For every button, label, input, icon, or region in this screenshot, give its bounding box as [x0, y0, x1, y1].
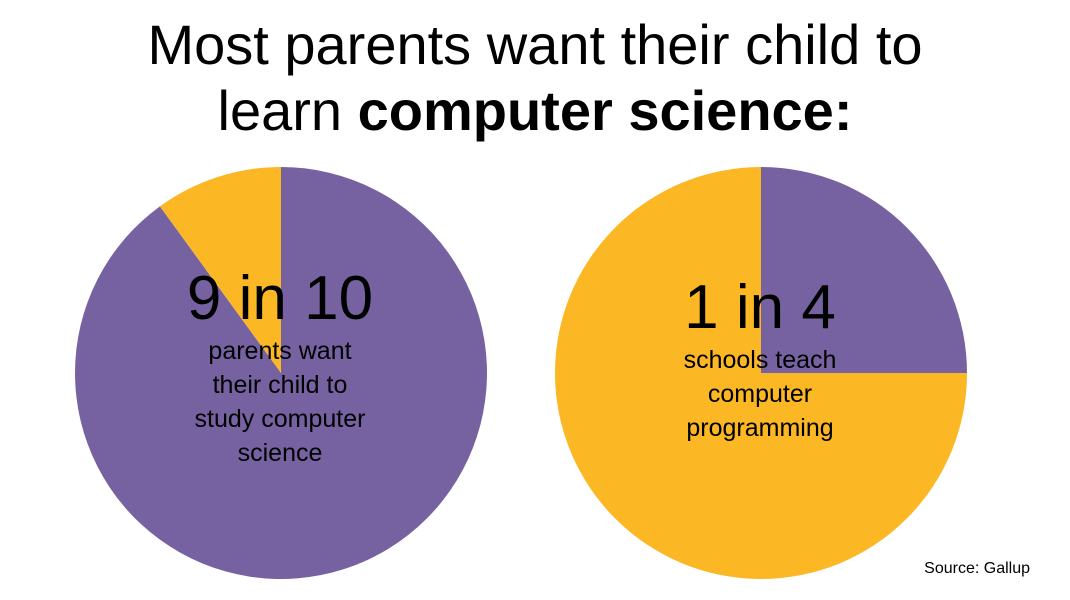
pie-right-label: 1 in 4 schools teach computer programmin…: [610, 273, 910, 445]
pie-left-caption-line: science: [237, 439, 323, 467]
pie-left-headline: 9 in 10: [186, 264, 374, 333]
title-line-1: Most parents want their child to: [147, 13, 923, 76]
pie-right-headline: 1 in 4: [684, 273, 836, 342]
source-note: Source: Gallup: [924, 560, 1030, 577]
pie-left-label: 9 in 10 parents want their child to stud…: [130, 264, 430, 470]
pie-right-slice-0: [761, 167, 967, 373]
pie-left-slice-0: [74, 167, 487, 579]
pie-left-caption-line: study computer: [194, 405, 366, 433]
pie-right-caption-line: computer: [707, 380, 813, 408]
title-line-2-bold: computer science:: [357, 79, 853, 142]
pie-left-caption-line: their child to: [212, 371, 348, 399]
pie-left-caption-line: parents want: [208, 337, 352, 365]
pie-right-slice-1: [555, 167, 967, 579]
pie-left-slice-1: [159, 167, 281, 373]
title-line-2-regular: learn: [217, 79, 358, 142]
pie-right-caption-line: schools teach: [683, 346, 837, 374]
pie-left: [74, 167, 487, 579]
pie-right-caption-line: programming: [686, 414, 834, 442]
page-title: Most parents want their child to learn c…: [0, 12, 1070, 144]
pie-right: [555, 167, 967, 579]
